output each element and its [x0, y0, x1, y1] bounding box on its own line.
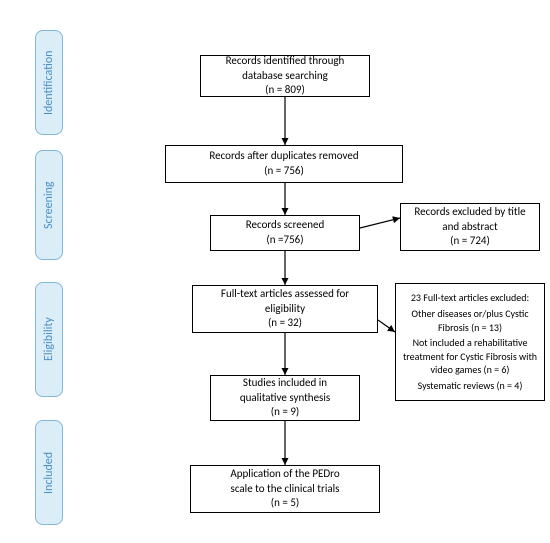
box-line: Studies included in	[243, 376, 327, 391]
box-line: Full-text articles assessed for	[221, 287, 349, 302]
box-records-after-duplicates: Records after duplicates removed (n = 75…	[165, 145, 403, 183]
arrow	[378, 320, 395, 332]
box-line: Other diseases or/plus Cystic Fibrosis (…	[400, 307, 540, 334]
box-line: Records identified through	[226, 54, 345, 69]
box-line: (n =756)	[266, 233, 303, 248]
box-line: eligibility	[265, 302, 305, 317]
phase-label-text: Eligibility	[42, 318, 56, 362]
box-line: scale to the clinical trials	[231, 482, 340, 497]
box-line: database searching	[242, 69, 328, 84]
box-pedro-scale: Application of the PEDro scale to the cl…	[190, 465, 380, 513]
box-records-excluded-title-abstract: Records excluded by title and abstract (…	[400, 203, 540, 251]
box-line: Systematic reviews (n = 4)	[418, 379, 523, 393]
box-line: Not included a rehabilitative treatment …	[400, 336, 540, 377]
phase-screening: Screening	[35, 150, 63, 260]
box-line: and abstract	[442, 220, 497, 235]
phase-included: Included	[35, 420, 63, 525]
box-line: (n = 9)	[271, 405, 299, 420]
box-line: Records screened	[246, 218, 325, 233]
phase-eligibility: Eligibility	[35, 282, 63, 397]
box-line: Application of the PEDro	[230, 467, 339, 482]
box-line: Records after duplicates removed	[209, 149, 358, 164]
box-full-text-assessed: Full-text articles assessed for eligibil…	[192, 285, 378, 333]
box-line: 23 Full-text articles excluded:	[411, 291, 529, 305]
phase-identification: Identification	[35, 30, 63, 135]
box-records-screened: Records screened (n =756)	[210, 215, 360, 251]
box-full-text-excluded: 23 Full-text articles excluded: Other di…	[395, 283, 545, 401]
box-line: (n = 724)	[450, 234, 490, 249]
box-line: (n = 32)	[268, 316, 302, 331]
box-records-identified: Records identified through database sear…	[200, 55, 370, 97]
box-line: (n = 5)	[271, 496, 299, 511]
arrow	[360, 218, 400, 228]
phase-label-text: Screening	[42, 181, 56, 229]
phase-label-text: Included	[42, 451, 56, 493]
box-line: qualitative synthesis	[240, 391, 330, 406]
box-studies-included: Studies included in qualitative synthesi…	[210, 375, 360, 421]
box-line: Records excluded by title	[414, 205, 525, 220]
box-line: (n = 756)	[264, 164, 304, 179]
phase-label-text: Identification	[42, 50, 56, 114]
box-line: (n = 809)	[265, 83, 305, 98]
